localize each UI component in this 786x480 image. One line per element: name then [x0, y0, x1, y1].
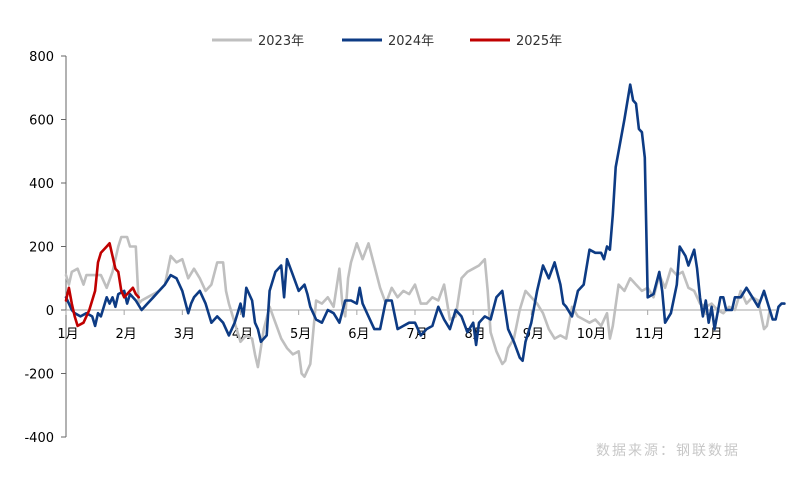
legend-label: 2025年 — [516, 34, 562, 49]
y-tick-label: 800 — [29, 50, 54, 65]
x-tick-label: 1月 — [57, 327, 78, 342]
series-layer — [64, 83, 786, 378]
x-tick-label: 2月 — [116, 327, 137, 342]
x-tick-label: 10月 — [577, 327, 607, 342]
y-tick-label: 200 — [29, 241, 54, 256]
x-tick-label: 6月 — [348, 327, 369, 342]
x-tick-label: 3月 — [174, 327, 195, 342]
series-line-2 — [64, 83, 786, 363]
y-tick-label: 0 — [46, 304, 54, 319]
legend-label: 2024年 — [388, 34, 434, 49]
series-line-3 — [64, 242, 140, 328]
source-note: 数据来源：钢联数据 — [596, 443, 740, 459]
x-tick-label: 11月 — [635, 327, 665, 342]
series-line-1 — [64, 235, 772, 378]
legend: 2023年 2024年 2025年 — [212, 34, 562, 49]
legend-label: 2023年 — [258, 34, 304, 49]
y-tick-label: -200 — [24, 368, 54, 383]
y-tick-label: -400 — [24, 431, 54, 446]
x-tick-label: 7月 — [406, 327, 427, 342]
y-tick-label: 400 — [29, 177, 54, 192]
x-tick-label: 5月 — [290, 327, 311, 342]
x-tick-label: 12月 — [693, 327, 723, 342]
y-axis: -400 -200 0 200 400 600 800 — [24, 50, 67, 446]
y-tick-label: 600 — [29, 114, 54, 129]
